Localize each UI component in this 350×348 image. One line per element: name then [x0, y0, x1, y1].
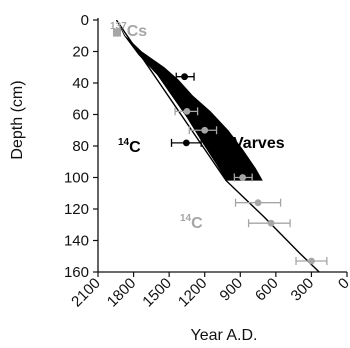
y-tick-label: 40 — [72, 75, 89, 92]
x-tick-label: 0 — [335, 275, 350, 293]
y-tick-label: 160 — [64, 264, 89, 281]
x-tick-label: 1200 — [175, 275, 211, 311]
y-tick-label: 80 — [72, 138, 89, 155]
x-tick-label: 1800 — [104, 275, 140, 311]
varves-annotation: Varves — [233, 135, 285, 152]
data-point — [183, 107, 191, 115]
data-point — [267, 219, 275, 227]
y-tick-label: 60 — [72, 107, 89, 124]
c14-black-annotation: 14C — [118, 137, 141, 156]
data-point — [308, 257, 315, 265]
data-point — [201, 126, 209, 134]
x-axis-title: Year A.D. — [190, 327, 257, 344]
data-point — [112, 28, 121, 37]
x-tick-label: 1500 — [139, 275, 175, 311]
data-point — [181, 73, 188, 81]
varve-band — [116, 20, 263, 181]
y-tick-label: 20 — [72, 44, 89, 61]
x-tick-label: 600 — [252, 275, 282, 305]
y-tick-label: 140 — [64, 233, 89, 250]
data-point — [174, 87, 181, 95]
data-point — [254, 199, 262, 207]
cs137-annotation: 137Cs — [110, 21, 147, 40]
y-tick-label: 120 — [64, 201, 89, 218]
x-tick-label: 900 — [216, 275, 246, 305]
y-tick-label: 100 — [64, 170, 89, 187]
x-tick-label: 300 — [288, 275, 318, 305]
c14-gray-annotation: 14C — [180, 213, 203, 232]
plot-area — [112, 20, 328, 272]
y-axis-title: Depth (cm) — [9, 80, 26, 159]
y-tick-label: 0 — [81, 12, 89, 29]
data-point — [182, 139, 190, 147]
data-point — [239, 174, 247, 181]
